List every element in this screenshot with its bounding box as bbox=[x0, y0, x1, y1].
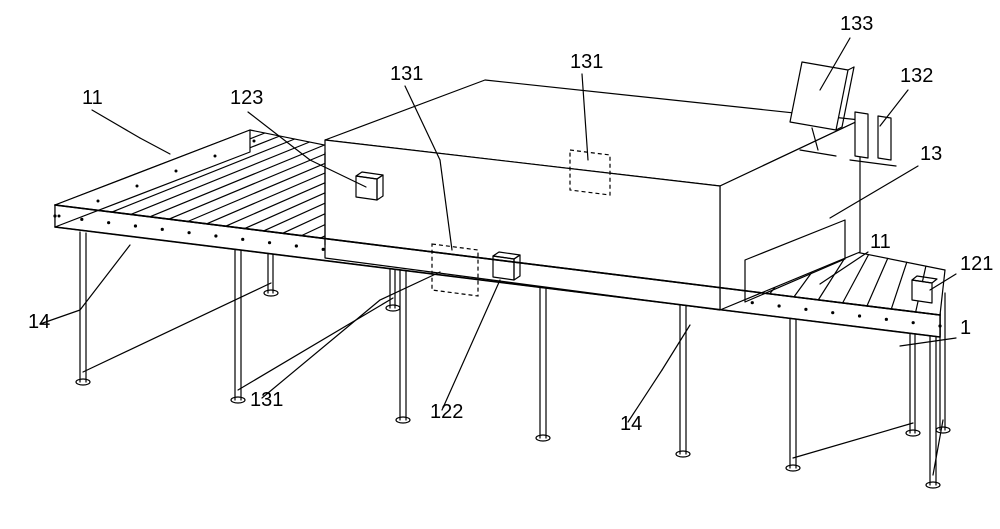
stud bbox=[53, 214, 56, 217]
stud bbox=[187, 231, 190, 234]
stud bbox=[777, 304, 780, 307]
callout-133: 133 bbox=[840, 13, 873, 35]
stud bbox=[912, 321, 915, 324]
callout-14a: 14 bbox=[28, 311, 50, 333]
brace bbox=[793, 423, 913, 458]
callout-131a: 131 bbox=[390, 63, 423, 85]
foot bbox=[396, 417, 410, 423]
speaker-right bbox=[878, 116, 891, 160]
stud bbox=[322, 248, 325, 251]
callout-131b: 131 bbox=[570, 51, 603, 73]
callout-123: 123 bbox=[230, 87, 263, 109]
stud bbox=[831, 311, 834, 314]
stud bbox=[938, 324, 941, 327]
leader bbox=[262, 300, 380, 398]
foot bbox=[786, 465, 800, 471]
stud bbox=[268, 241, 271, 244]
stud bbox=[161, 228, 164, 231]
callout-11b: 11 bbox=[870, 231, 891, 253]
callout-14b: 14 bbox=[620, 413, 642, 435]
callout-132: 132 bbox=[900, 65, 933, 87]
leader bbox=[880, 90, 908, 126]
stud bbox=[858, 314, 861, 317]
stud bbox=[107, 221, 110, 224]
callout-131c: 131 bbox=[250, 389, 283, 411]
sensor-121 bbox=[912, 280, 932, 303]
foot bbox=[536, 435, 550, 441]
foot bbox=[231, 397, 245, 403]
stud bbox=[241, 238, 244, 241]
diagram: 11 123 131 131 133 132 13 11 121 1 14 131 122 14 bbox=[0, 0, 1000, 529]
brace bbox=[83, 283, 271, 372]
callout-13: 13 bbox=[920, 143, 942, 165]
speaker-left bbox=[855, 112, 868, 158]
foot bbox=[926, 482, 940, 488]
leader bbox=[442, 280, 500, 410]
stud bbox=[885, 318, 888, 321]
leader bbox=[380, 272, 440, 300]
leader bbox=[140, 138, 170, 154]
callout-121: 121 bbox=[960, 253, 993, 275]
stud bbox=[80, 218, 83, 221]
stud bbox=[804, 308, 807, 311]
callout-122: 122 bbox=[430, 401, 463, 423]
stud bbox=[295, 244, 298, 247]
leader bbox=[92, 110, 140, 138]
callout-11: 11 bbox=[82, 87, 103, 109]
brace bbox=[238, 298, 393, 390]
leader bbox=[80, 245, 130, 310]
stud bbox=[134, 224, 137, 227]
leader bbox=[900, 338, 956, 346]
callout-1: 1 bbox=[960, 317, 971, 339]
foot bbox=[76, 379, 90, 385]
foot bbox=[676, 451, 690, 457]
stud bbox=[751, 301, 754, 304]
stud bbox=[214, 234, 217, 237]
